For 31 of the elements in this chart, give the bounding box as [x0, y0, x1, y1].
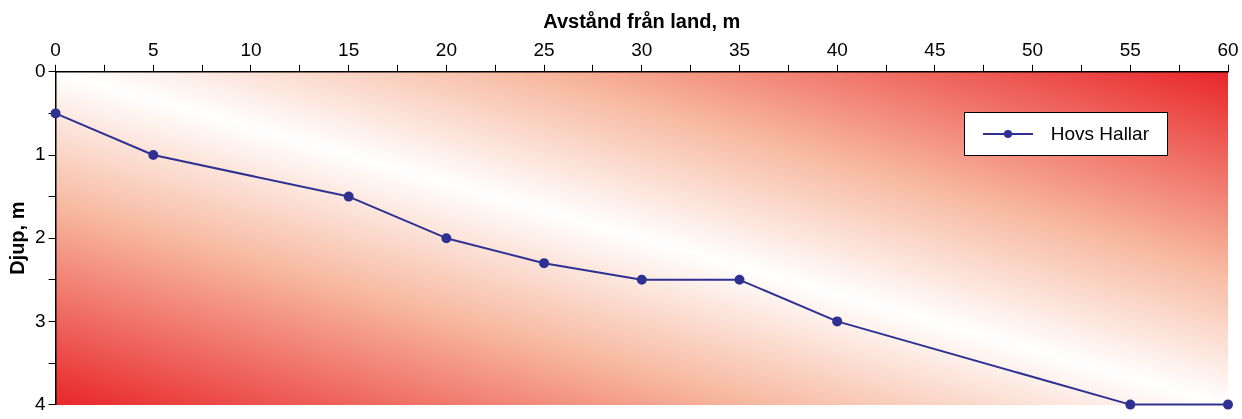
- point: [50, 108, 61, 119]
- point: [636, 274, 647, 285]
- point: [148, 150, 159, 160]
- point: [343, 191, 354, 202]
- x-tick-label: 0: [50, 38, 61, 60]
- point: [1223, 399, 1233, 410]
- point: [734, 274, 745, 285]
- legend-label: Hovs Hallar: [1050, 122, 1149, 145]
- y-axis-title: Djup, m: [5, 201, 28, 275]
- point: [539, 258, 550, 269]
- x-tick-label: 5: [147, 38, 159, 60]
- x-tick-label: 50: [1022, 38, 1044, 60]
- y-tick-label: 2: [34, 226, 46, 248]
- y-tick-label: 1: [34, 143, 46, 165]
- y-tick-label: 3: [34, 309, 46, 331]
- x-tick-label: 35: [728, 38, 751, 60]
- x-axis-title: Avstånd från land, m: [543, 9, 741, 32]
- x-tick-label: 25: [533, 38, 555, 60]
- x-tick-label: 45: [924, 38, 946, 60]
- x-tick-label: 10: [240, 38, 262, 60]
- y-tick-label: 4: [34, 392, 46, 414]
- x-tick-label: 20: [435, 38, 457, 60]
- point: [1125, 399, 1136, 410]
- x-tick-label: 40: [826, 38, 848, 60]
- x-tick-label: 30: [631, 38, 653, 60]
- y-tick-label: 0: [34, 60, 46, 82]
- x-tick-label: 55: [1119, 38, 1141, 60]
- x-tick-label: 60: [1217, 38, 1239, 60]
- x-tick-label: 15: [338, 38, 360, 60]
- point: [832, 316, 843, 327]
- point: [441, 233, 452, 244]
